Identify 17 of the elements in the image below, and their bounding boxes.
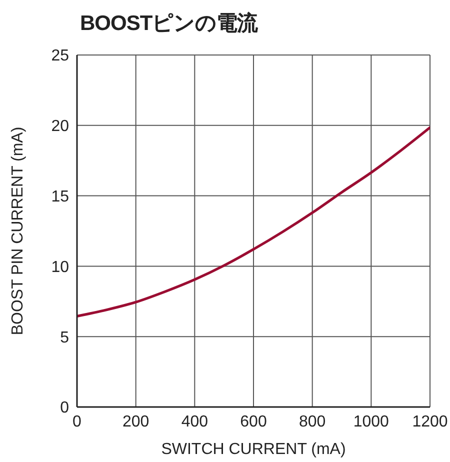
x-tick-label: 600: [240, 413, 267, 430]
line-series: [77, 126, 430, 318]
y-tick-label: 20: [51, 118, 70, 136]
x-tick-label: 0: [72, 413, 82, 430]
y-axis-title: BOOST PIN CURRENT (mA): [10, 126, 26, 336]
x-tick-label: 800: [298, 413, 326, 430]
x-axis-title: SWITCH CURRENT (mA): [161, 441, 346, 458]
x-tick-label: 200: [122, 413, 150, 430]
x-tick-label: 1000: [353, 413, 390, 430]
y-tick-label: 10: [51, 258, 70, 276]
x-tick-label: 400: [181, 413, 208, 430]
y-tick-label: 15: [51, 188, 70, 206]
x-tick-label: 1200: [412, 413, 448, 430]
y-tick-label: 25: [51, 48, 70, 65]
y-tick-label: 0: [60, 400, 70, 417]
chart-title: BOOSTピンの電流: [80, 10, 258, 37]
y-tick-label: 5: [60, 329, 70, 346]
